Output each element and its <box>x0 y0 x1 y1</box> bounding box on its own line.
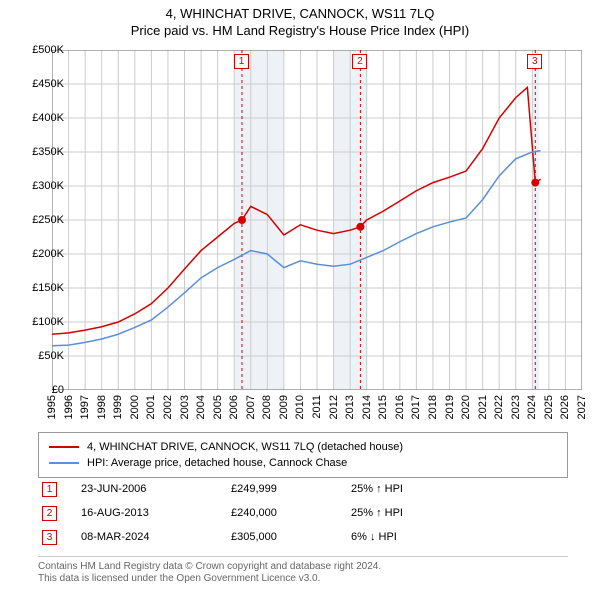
x-tick-label: 2000 <box>129 395 141 419</box>
y-tick-label: £450K <box>16 78 64 90</box>
sale-date: 16-AUG-2013 <box>81 507 231 519</box>
y-tick-label: £100K <box>16 316 64 328</box>
legend-swatch <box>49 446 79 448</box>
attribution-line: This data is licensed under the Open Gov… <box>38 573 568 585</box>
sale-marker-num: 3 <box>47 532 53 543</box>
x-tick-label: 2011 <box>311 395 323 419</box>
x-tick-label: 2021 <box>477 395 489 419</box>
sale-hpi: 6% ↓ HPI <box>351 531 471 543</box>
legend-label: 4, WHINCHAT DRIVE, CANNOCK, WS11 7LQ (de… <box>87 441 403 453</box>
sale-marker-num: 2 <box>47 508 53 519</box>
attribution: Contains HM Land Registry data © Crown c… <box>38 556 568 585</box>
chart-area <box>52 50 582 390</box>
sales-table: 1 23-JUN-2006 £249,999 25% ↑ HPI 2 16-AU… <box>38 477 568 549</box>
sale-hpi: 25% ↑ HPI <box>351 507 471 519</box>
x-tick-label: 1996 <box>63 395 75 419</box>
x-tick-label: 2005 <box>212 395 224 419</box>
x-tick-label: 2022 <box>493 395 505 419</box>
y-tick-label: £500K <box>16 44 64 56</box>
y-tick-label: £200K <box>16 248 64 260</box>
sale-marker-icon: 3 <box>42 530 57 545</box>
legend-swatch <box>49 462 79 464</box>
sale-hpi: 25% ↑ HPI <box>351 483 471 495</box>
sale-price: £249,999 <box>231 483 351 495</box>
x-tick-label: 2015 <box>377 395 389 419</box>
y-tick-label: £50K <box>16 350 64 362</box>
x-tick-label: 2012 <box>328 395 340 419</box>
y-tick-label: £350K <box>16 146 64 158</box>
x-tick-label: 2002 <box>162 395 174 419</box>
legend-label: HPI: Average price, detached house, Cann… <box>87 457 347 469</box>
sale-row: 1 23-JUN-2006 £249,999 25% ↑ HPI <box>38 477 568 501</box>
x-tick-label: 2014 <box>361 395 373 419</box>
sale-price: £240,000 <box>231 507 351 519</box>
x-tick-label: 2003 <box>179 395 191 419</box>
x-tick-label: 2010 <box>294 395 306 419</box>
title-subtitle: Price paid vs. HM Land Registry's House … <box>0 23 600 38</box>
x-tick-label: 2013 <box>344 395 356 419</box>
x-tick-label: 2026 <box>559 395 571 419</box>
x-tick-label: 2006 <box>228 395 240 419</box>
x-tick-label: 2009 <box>278 395 290 419</box>
title-address: 4, WHINCHAT DRIVE, CANNOCK, WS11 7LQ <box>0 6 600 21</box>
sale-marker-flag: 1 <box>234 54 249 69</box>
x-tick-label: 1998 <box>96 395 108 419</box>
title-block: 4, WHINCHAT DRIVE, CANNOCK, WS11 7LQ Pri… <box>0 0 600 38</box>
legend-item: 4, WHINCHAT DRIVE, CANNOCK, WS11 7LQ (de… <box>49 439 557 455</box>
x-tick-label: 2007 <box>245 395 257 419</box>
x-tick-label: 2008 <box>261 395 273 419</box>
chart-container: 4, WHINCHAT DRIVE, CANNOCK, WS11 7LQ Pri… <box>0 0 600 590</box>
x-tick-label: 1995 <box>46 395 58 419</box>
sale-date: 23-JUN-2006 <box>81 483 231 495</box>
x-tick-label: 2024 <box>526 395 538 419</box>
x-tick-label: 2016 <box>394 395 406 419</box>
sale-date: 08-MAR-2024 <box>81 531 231 543</box>
x-tick-label: 1999 <box>112 395 124 419</box>
sale-marker-icon: 2 <box>42 506 57 521</box>
x-tick-label: 2018 <box>427 395 439 419</box>
y-tick-label: £400K <box>16 112 64 124</box>
sale-marker-num: 1 <box>47 484 53 495</box>
x-tick-label: 2004 <box>195 395 207 419</box>
x-tick-label: 2019 <box>444 395 456 419</box>
line-chart <box>52 50 582 390</box>
y-tick-label: £300K <box>16 180 64 192</box>
x-tick-label: 2017 <box>410 395 422 419</box>
y-tick-label: £150K <box>16 282 64 294</box>
sale-marker-icon: 1 <box>42 482 57 497</box>
legend-item: HPI: Average price, detached house, Cann… <box>49 455 557 471</box>
sale-row: 2 16-AUG-2013 £240,000 25% ↑ HPI <box>38 501 568 525</box>
y-tick-label: £250K <box>16 214 64 226</box>
x-tick-label: 2020 <box>460 395 472 419</box>
x-tick-label: 1997 <box>79 395 91 419</box>
x-tick-label: 2025 <box>543 395 555 419</box>
legend: 4, WHINCHAT DRIVE, CANNOCK, WS11 7LQ (de… <box>38 432 568 478</box>
sale-marker-flag: 3 <box>527 54 542 69</box>
x-tick-label: 2027 <box>576 395 588 419</box>
x-tick-label: 2023 <box>510 395 522 419</box>
sale-marker-flag: 2 <box>352 54 367 69</box>
attribution-line: Contains HM Land Registry data © Crown c… <box>38 561 568 573</box>
sale-row: 3 08-MAR-2024 £305,000 6% ↓ HPI <box>38 525 568 549</box>
x-tick-label: 2001 <box>145 395 157 419</box>
sale-price: £305,000 <box>231 531 351 543</box>
